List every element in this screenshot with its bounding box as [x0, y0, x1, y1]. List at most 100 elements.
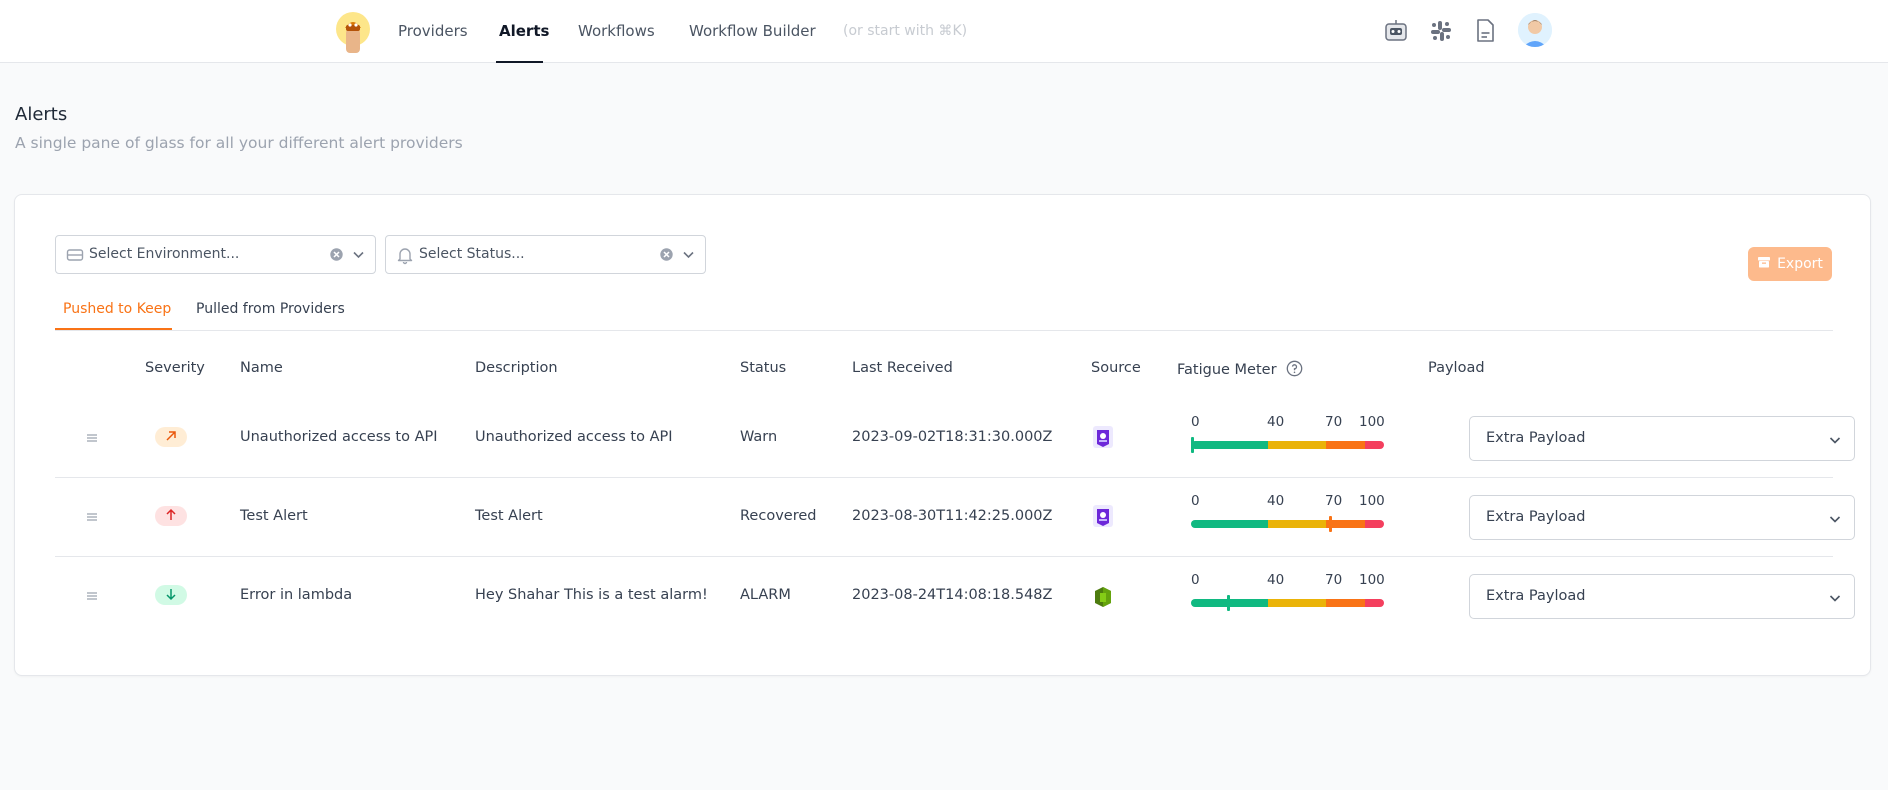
fatigue-tick: 0: [1191, 414, 1200, 430]
chevron-down-icon: [1828, 590, 1842, 604]
environment-placeholder: Select Environment...: [89, 246, 240, 262]
export-label: Export: [1777, 256, 1823, 272]
table-row[interactable]: Unauthorized access to API Unauthorized …: [55, 398, 1855, 477]
server-icon: [65, 245, 85, 265]
column-header-payload[interactable]: Payload: [1428, 360, 1485, 376]
nav-workflows[interactable]: Workflows: [578, 22, 655, 40]
tab-pushed-to-keep[interactable]: Pushed to Keep: [63, 301, 172, 317]
drag-handle-icon[interactable]: [85, 430, 99, 444]
fatigue-marker: [1191, 437, 1194, 453]
fatigue-marker: [1226, 595, 1230, 611]
help-icon[interactable]: [1286, 360, 1303, 381]
fatigue-tick: 70: [1325, 414, 1343, 430]
row-divider: [55, 556, 1833, 557]
severity-badge: [155, 506, 187, 526]
column-header-name[interactable]: Name: [240, 360, 283, 376]
nav-providers[interactable]: Providers: [398, 22, 468, 40]
fatigue-meter: 0 40 70 100: [1191, 493, 1385, 541]
drag-handle-icon[interactable]: [85, 588, 99, 602]
alert-description: Hey Shahar This is a test alarm!: [475, 587, 708, 603]
chevron-down-icon: [1828, 432, 1842, 446]
fatigue-bar: [1191, 441, 1384, 449]
page-subtitle: A single pane of glass for all your diff…: [15, 134, 463, 152]
severity-badge: [155, 427, 187, 447]
alert-status: Warn: [740, 429, 778, 445]
column-header-source[interactable]: Source: [1091, 360, 1141, 376]
fatigue-bar: [1191, 599, 1384, 607]
robot-icon[interactable]: [1381, 16, 1411, 46]
clear-status-icon[interactable]: [659, 247, 674, 262]
alert-status: ALARM: [740, 587, 791, 603]
fatigue-tick: 40: [1267, 414, 1285, 430]
tab-pulled-from-providers[interactable]: Pulled from Providers: [196, 301, 345, 317]
archive-icon: [1757, 255, 1771, 273]
column-header-fatigue-meter[interactable]: Fatigue Meter: [1177, 360, 1303, 381]
page-title: Alerts: [15, 104, 68, 125]
fatigue-tick: 40: [1267, 493, 1285, 509]
clear-environment-icon[interactable]: [329, 247, 344, 262]
column-header-last-received[interactable]: Last Received: [852, 360, 953, 376]
nav-active-indicator: [496, 61, 543, 63]
nav-workflow-builder[interactable]: Workflow Builder: [689, 22, 816, 40]
column-header-severity[interactable]: Severity: [145, 360, 205, 376]
grafana-icon: [1091, 504, 1115, 530]
top-navigation: Providers Alerts Workflows Workflow Buil…: [0, 0, 1888, 63]
tabs-divider: [55, 330, 1833, 331]
fatigue-tick: 70: [1325, 572, 1343, 588]
row-divider: [55, 477, 1833, 478]
alert-description: Unauthorized access to API: [475, 429, 673, 445]
fatigue-tick: 100: [1359, 493, 1385, 509]
column-header-status[interactable]: Status: [740, 360, 787, 376]
alert-last-received: 2023-08-24T14:08:18.548Z: [852, 587, 1053, 603]
alert-name: Unauthorized access to API: [240, 429, 438, 445]
docs-icon[interactable]: [1470, 16, 1500, 46]
table-row[interactable]: Test Alert Test Alert Recovered 2023-08-…: [55, 477, 1855, 556]
fatigue-tick: 100: [1359, 572, 1385, 588]
chevron-down-icon: [1828, 511, 1842, 525]
alert-name: Test Alert: [240, 508, 308, 524]
avatar[interactable]: [1518, 13, 1552, 47]
severity-badge: [155, 585, 187, 605]
fatigue-tick: 0: [1191, 572, 1200, 588]
fatigue-tick: 100: [1359, 414, 1385, 430]
grafana-icon: [1091, 425, 1115, 451]
drag-handle-icon[interactable]: [85, 509, 99, 523]
payload-label: Extra Payload: [1486, 509, 1586, 525]
command-palette-hint[interactable]: (or start with ⌘K): [843, 23, 968, 39]
alert-last-received: 2023-08-30T11:42:25.000Z: [852, 508, 1053, 524]
payload-label: Extra Payload: [1486, 588, 1586, 604]
fatigue-tick: 70: [1325, 493, 1343, 509]
alert-last-received: 2023-09-02T18:31:30.000Z: [852, 429, 1053, 445]
slack-icon[interactable]: [1426, 16, 1456, 46]
payload-label: Extra Payload: [1486, 430, 1586, 446]
fatigue-meter: 0 40 70 100: [1191, 414, 1385, 462]
keep-logo[interactable]: [334, 11, 372, 54]
nav-alerts[interactable]: Alerts: [499, 22, 550, 40]
tab-active-indicator: [55, 328, 172, 330]
status-placeholder: Select Status...: [419, 246, 525, 262]
extra-payload-dropdown[interactable]: Extra Payload: [1469, 495, 1855, 540]
arrow-up-icon: [164, 507, 178, 526]
column-header-description[interactable]: Description: [475, 360, 558, 376]
status-select[interactable]: Select Status...: [385, 235, 706, 274]
cloudwatch-icon: [1091, 583, 1115, 609]
extra-payload-dropdown[interactable]: Extra Payload: [1469, 416, 1855, 461]
extra-payload-dropdown[interactable]: Extra Payload: [1469, 574, 1855, 619]
fatigue-bar: [1191, 520, 1384, 528]
chevron-down-icon[interactable]: [351, 247, 366, 262]
chevron-down-icon[interactable]: [681, 247, 696, 262]
alerts-card: Select Environment... Select Status...: [14, 194, 1871, 676]
environment-select[interactable]: Select Environment...: [55, 235, 376, 274]
fatigue-marker: [1328, 516, 1332, 532]
bell-icon: [395, 245, 415, 265]
alert-name: Error in lambda: [240, 587, 353, 603]
alert-status: Recovered: [740, 508, 817, 524]
fatigue-tick: 40: [1267, 572, 1285, 588]
export-button[interactable]: Export: [1748, 247, 1832, 281]
arrow-down-icon: [164, 586, 178, 605]
table-row[interactable]: Error in lambda Hey Shahar This is a tes…: [55, 556, 1855, 635]
fatigue-meter-label: Fatigue Meter: [1177, 362, 1277, 378]
alert-description: Test Alert: [475, 508, 543, 524]
fatigue-meter: 0 40 70 100: [1191, 572, 1385, 620]
arrow-up-right-icon: [164, 428, 178, 447]
